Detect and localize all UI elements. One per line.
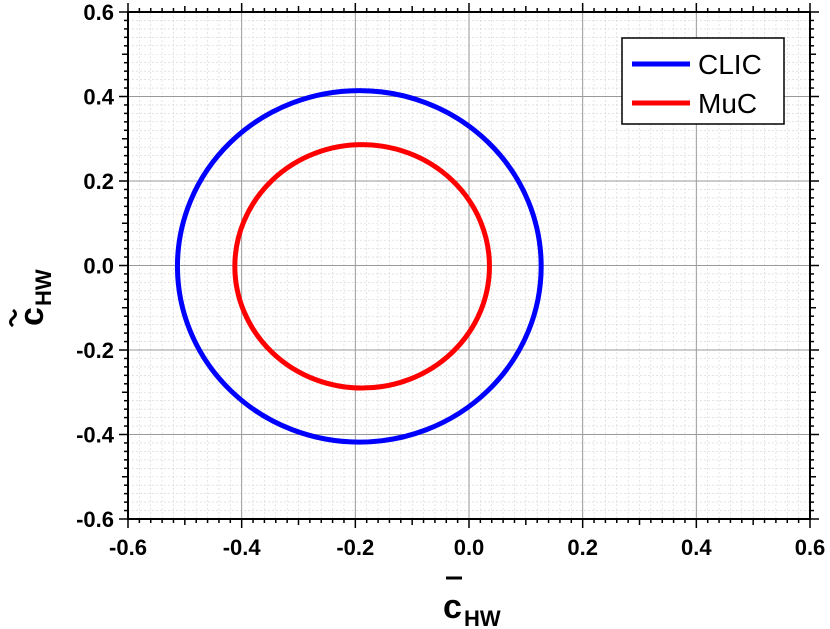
series-muc-contour	[232, 142, 492, 391]
series-layer	[174, 88, 544, 445]
x-axis-label: c HW	[443, 576, 501, 629]
legend-label-clic: CLIC	[698, 49, 762, 80]
y-tick-label: 0.6	[83, 0, 114, 25]
ticks-layer	[119, 3, 819, 528]
series-clic-contour	[174, 88, 544, 445]
y-tick-label: -0.6	[76, 507, 114, 532]
tick-labels: -0.6 -0.4 -0.2 0.0 0.2 0.4 0.6 -0.6 -0.4 -0.2 0.0 0…	[76, 0, 825, 560]
y-tick-label: 0.4	[83, 85, 114, 110]
y-tick-label: -0.4	[76, 423, 115, 448]
x-axis-label-main: c	[443, 588, 462, 626]
y-tick-label: -0.2	[76, 338, 114, 363]
x-tick-label: 0.6	[795, 535, 826, 560]
y-tick-label: 0.2	[83, 169, 114, 194]
y-axis-label-sub: HW	[31, 269, 56, 306]
x-tick-label: 0.0	[454, 535, 485, 560]
y-axis-label-main: c	[13, 307, 51, 326]
y-axis-label-tilde	[9, 308, 17, 328]
x-tick-label: 0.2	[567, 535, 598, 560]
x-axis-label-sub: HW	[464, 606, 501, 629]
y-axis-label: c HW	[9, 269, 56, 328]
legend-label-muc: MuC	[698, 88, 757, 119]
legend: CLIC MuC	[621, 37, 785, 125]
legend-box	[621, 37, 785, 125]
y-tick-label: 0.0	[83, 254, 114, 279]
x-tick-label: 0.4	[681, 535, 712, 560]
x-tick-label: -0.2	[336, 535, 374, 560]
x-tick-label: -0.4	[223, 535, 262, 560]
x-tick-label: -0.6	[109, 535, 147, 560]
